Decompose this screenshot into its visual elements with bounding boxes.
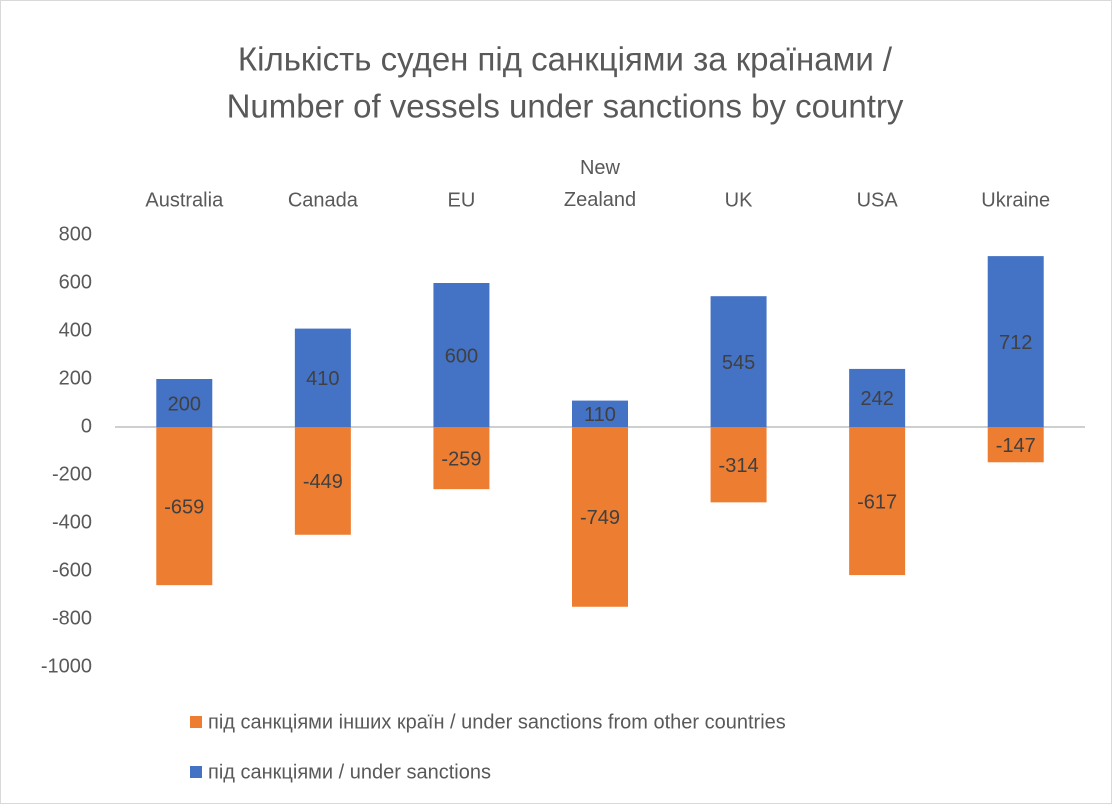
legend-label: під санкціями / under sanctions	[208, 761, 491, 783]
y-tick-label: 800	[59, 223, 92, 245]
y-tick-label: -1000	[41, 655, 92, 677]
bar	[433, 283, 490, 427]
y-tick-label: 400	[59, 319, 92, 341]
data-label: -749	[580, 507, 620, 529]
chart-title: Number of vessels under sanctions by cou…	[227, 88, 904, 125]
bar	[294, 328, 351, 427]
bar	[156, 427, 213, 586]
bar	[572, 427, 628, 607]
y-tick-label: -800	[52, 607, 92, 629]
bar	[572, 400, 628, 427]
x-tick-label: Canada	[288, 189, 359, 211]
y-tick-label: 200	[59, 367, 92, 389]
data-label: 242	[860, 388, 893, 410]
x-tick-label: Ukraine	[981, 189, 1050, 211]
y-tick-label: -400	[52, 511, 92, 533]
data-label: 200	[168, 393, 201, 415]
bar	[849, 427, 906, 576]
y-tick-label: -600	[52, 559, 92, 581]
x-tick-label: Australia	[145, 189, 224, 211]
legend-label: під санкціями інших країн / under sancti…	[208, 711, 786, 733]
data-label: 545	[722, 352, 755, 374]
x-tick-label: USA	[857, 189, 899, 211]
data-label: 410	[306, 368, 339, 390]
x-tick-label: New Zealand	[564, 157, 636, 211]
data-label: -259	[441, 448, 481, 470]
bar	[294, 427, 351, 535]
data-label: -617	[857, 491, 897, 513]
bar	[987, 427, 1044, 463]
data-label: -147	[996, 435, 1036, 457]
bar	[987, 256, 1044, 427]
bar	[156, 379, 213, 427]
data-label: 712	[999, 332, 1032, 354]
x-tick-label: EU	[448, 189, 476, 211]
chart-title: Кількість суден під санкціями за країнам…	[238, 41, 893, 78]
data-label: 600	[445, 345, 478, 367]
data-label: -314	[719, 455, 759, 477]
y-tick-label: 600	[59, 271, 92, 293]
data-label: -659	[164, 496, 204, 518]
bar	[433, 427, 490, 490]
y-tick-label: 0	[81, 415, 92, 437]
x-tick-label: UK	[725, 189, 753, 211]
data-label: 110	[584, 404, 616, 426]
bar	[710, 296, 767, 427]
bar	[849, 368, 906, 427]
legend-swatch	[190, 716, 202, 728]
legend-swatch	[190, 766, 202, 778]
y-tick-label: -200	[52, 463, 92, 485]
bar	[710, 427, 767, 503]
data-label: -449	[303, 471, 343, 493]
